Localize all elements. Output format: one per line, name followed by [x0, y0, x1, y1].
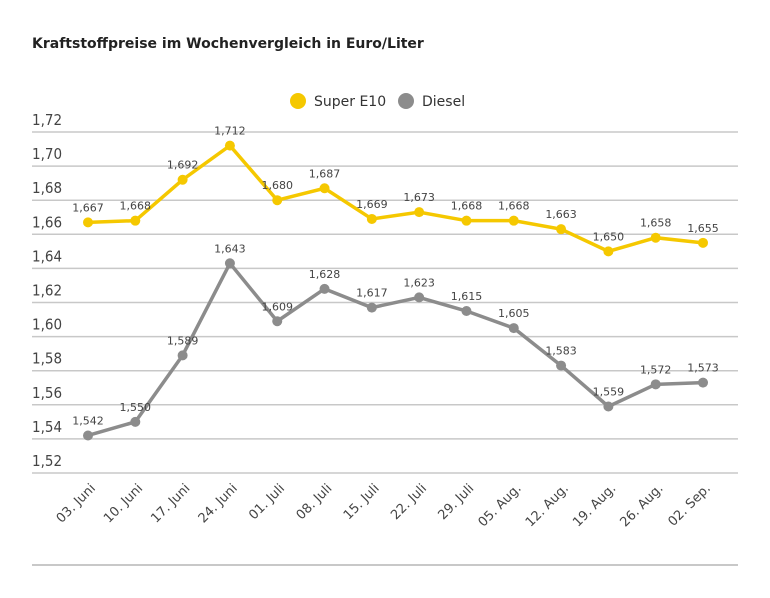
chart-title: Kraftstoffpreise im Wochenvergleich in E… [32, 36, 424, 52]
legend-label: Diesel [422, 94, 465, 110]
series-line [87, 143, 704, 254]
data-point [319, 283, 330, 294]
data-point [461, 306, 472, 317]
y-tick-label: 1,52 [32, 452, 62, 470]
y-tick-label: 1,70 [32, 145, 62, 163]
data-point [83, 217, 93, 228]
data-label: 1,658 [640, 217, 672, 230]
data-point [650, 232, 661, 243]
data-label: 1,663 [545, 208, 577, 221]
data-label: 1,655 [687, 222, 719, 235]
data-point [130, 416, 141, 427]
data-label: 1,687 [309, 167, 341, 180]
data-label: 1,650 [593, 230, 625, 243]
y-tick-label: 1,62 [32, 282, 62, 300]
data-point [603, 401, 614, 412]
legend-marker [398, 93, 414, 109]
data-label: 1,692 [167, 159, 199, 172]
data-point [272, 195, 283, 206]
data-label: 1,615 [451, 290, 483, 303]
x-tick-label: 03. Juni [54, 481, 99, 526]
data-point [461, 215, 472, 226]
data-label: 1,542 [72, 414, 104, 427]
y-tick-label: 1,64 [32, 247, 62, 265]
x-tick-label: 29. Juli [435, 481, 477, 523]
data-point [319, 183, 330, 194]
data-label: 1,550 [120, 401, 152, 414]
data-point [272, 316, 283, 327]
data-label: 1,628 [309, 268, 341, 281]
data-point [366, 302, 377, 313]
data-label: 1,573 [687, 362, 719, 375]
data-point [224, 258, 235, 269]
data-point [177, 350, 188, 361]
data-label: 1,617 [356, 287, 388, 300]
y-tick-label: 1,54 [32, 418, 62, 436]
data-point [224, 140, 235, 151]
y-tick-label: 1,58 [32, 350, 62, 368]
data-label: 1,668 [451, 200, 483, 213]
data-point [177, 174, 188, 185]
data-point [508, 215, 519, 226]
data-point [698, 237, 708, 248]
x-tick-label: 05. Aug. [476, 481, 525, 530]
data-point [508, 323, 519, 334]
y-tick-label: 1,72 [32, 111, 62, 129]
data-label: 1,589 [167, 334, 199, 347]
x-tick-label: 10. Juni [101, 481, 146, 526]
x-tick-label: 26. Aug. [617, 481, 666, 530]
data-point [650, 379, 661, 390]
legend-label: Super E10 [314, 94, 386, 110]
y-tick-label: 1,60 [32, 316, 62, 334]
data-label: 1,559 [593, 386, 625, 399]
data-label: 1,605 [498, 307, 530, 320]
x-tick-label: 02. Sep. [665, 481, 713, 529]
data-label: 1,583 [545, 345, 577, 358]
data-label: 1,712 [214, 125, 246, 138]
data-point [556, 360, 567, 371]
data-point [603, 246, 614, 257]
data-point [366, 213, 377, 224]
data-label: 1,609 [261, 300, 293, 313]
data-label: 1,667 [72, 201, 104, 214]
y-tick-label: 1,56 [32, 384, 62, 402]
data-point [130, 215, 141, 226]
data-label: 1,668 [498, 200, 530, 213]
x-tick-label: 19. Aug. [570, 481, 619, 530]
data-label: 1,572 [640, 363, 672, 376]
data-label: 1,668 [120, 200, 152, 213]
y-tick-label: 1,66 [32, 213, 62, 231]
x-tick-label: 01. Juli [246, 481, 288, 523]
series-line [87, 260, 704, 438]
data-point [83, 430, 93, 441]
data-point [556, 224, 567, 235]
legend-marker [290, 93, 306, 109]
data-label: 1,669 [356, 198, 388, 211]
data-label: 1,623 [403, 276, 435, 289]
data-label: 1,680 [261, 179, 293, 192]
x-tick-label: 24. Juni [196, 481, 241, 526]
x-tick-label: 17. Juni [148, 481, 193, 526]
x-tick-label: 22. Juli [388, 481, 430, 523]
y-tick-label: 1,68 [32, 179, 62, 197]
data-point [414, 292, 425, 303]
data-point [414, 207, 425, 218]
x-tick-label: 08. Juli [294, 481, 336, 523]
x-tick-label: 12. Aug. [523, 481, 572, 530]
data-label: 1,643 [214, 242, 246, 255]
data-point [698, 377, 708, 388]
x-tick-label: 15. Juli [341, 481, 383, 523]
data-label: 1,673 [403, 191, 435, 204]
